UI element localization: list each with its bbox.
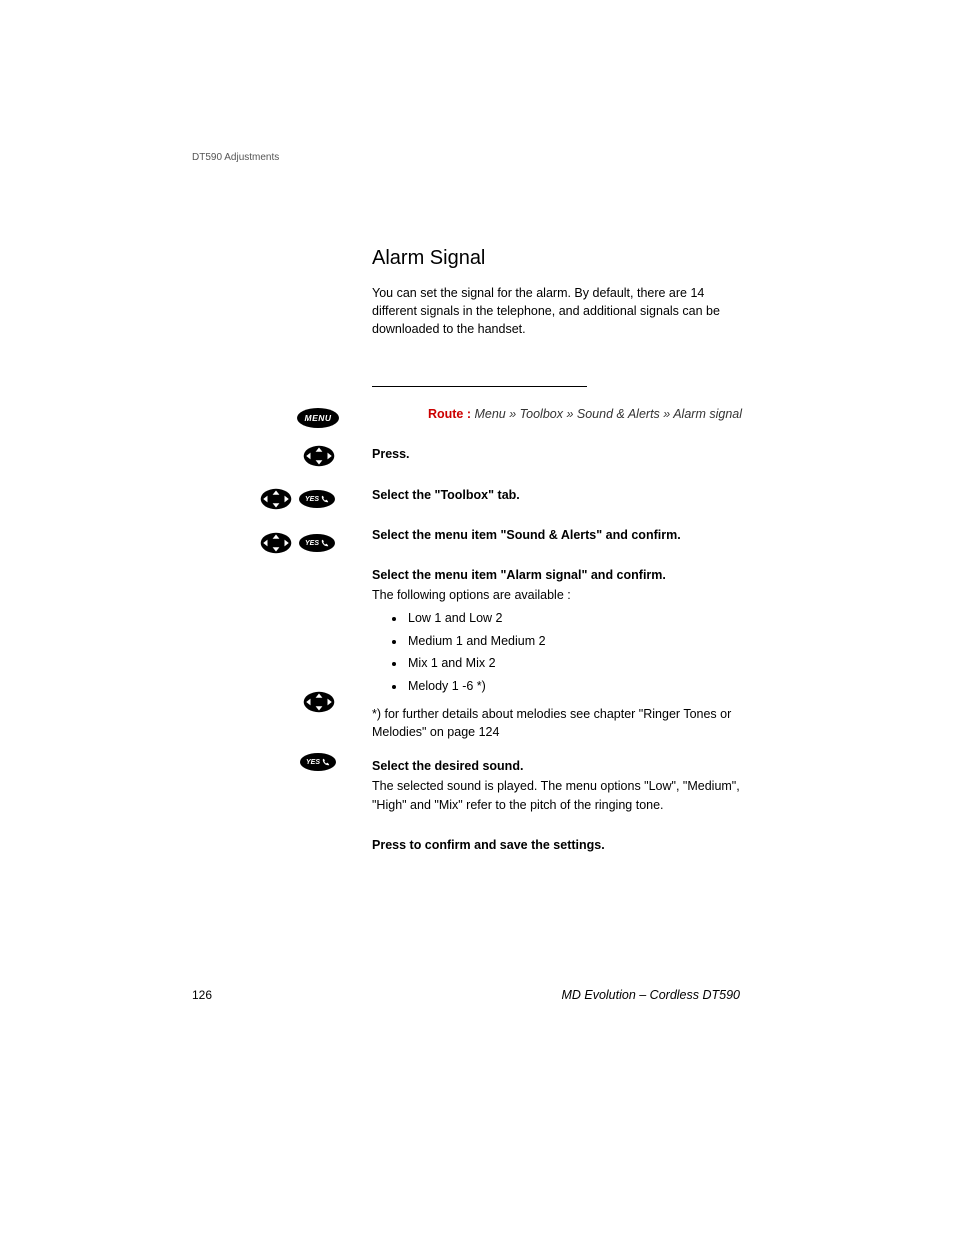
divider [372, 386, 587, 387]
footer-doc-title: MD Evolution – Cordless DT590 [561, 988, 740, 1002]
step-sound-alerts: Select the menu item "Sound & Alerts" an… [372, 526, 742, 544]
nav-button-icon [302, 690, 336, 714]
step-alarm-signal-block: Select the menu item "Alarm signal" and … [372, 566, 742, 742]
menu-button-icon: MENU [297, 408, 339, 428]
step-toolbox: Select the "Toolbox" tab. [372, 486, 742, 504]
route-path: Menu » Toolbox » Sound & Alerts » Alarm … [474, 407, 742, 421]
phone-icon [321, 539, 329, 547]
step-select-sound-title: Select the desired sound. [372, 757, 742, 775]
phone-icon [322, 758, 330, 766]
nav-button-icon [302, 444, 336, 468]
step-select-sound-body: The selected sound is played. The menu o… [372, 777, 742, 813]
header-label: DT590 Adjustments [192, 152, 279, 163]
yes-button-icon: YES [299, 490, 335, 508]
option-item: Melody 1 -6 *) [406, 678, 742, 696]
step-press: Press. [372, 445, 742, 463]
intro-paragraph: You can set the signal for the alarm. By… [372, 284, 742, 338]
option-item: Mix 1 and Mix 2 [406, 655, 742, 673]
step-confirm: Press to confirm and save the settings. [372, 836, 742, 854]
yes-button-icon: YES [299, 534, 335, 552]
nav-yes-combo-icon: YES [259, 487, 335, 511]
section-title: Alarm Signal [372, 247, 742, 270]
nav-button-icon [259, 487, 293, 511]
route-line: Route : Menu » Toolbox » Sound & Alerts … [372, 407, 742, 421]
yes-label: YES [306, 759, 320, 766]
page-number: 126 [192, 988, 212, 1002]
options-list: Low 1 and Low 2 Medium 1 and Medium 2 Mi… [372, 610, 742, 695]
yes-label: YES [305, 540, 319, 547]
step-alarm-signal: Select the menu item "Alarm signal" and … [372, 566, 742, 584]
yes-label: YES [305, 496, 319, 503]
nav-yes-combo-icon: YES [259, 531, 335, 555]
options-intro: The following options are available : [372, 586, 742, 604]
option-item: Medium 1 and Medium 2 [406, 633, 742, 651]
route-label: Route : [428, 407, 471, 421]
menu-label: MENU [304, 413, 331, 423]
phone-icon [321, 495, 329, 503]
nav-button-icon [259, 531, 293, 555]
step-select-sound-block: Select the desired sound. The selected s… [372, 757, 742, 813]
main-content: Alarm Signal You can set the signal for … [372, 247, 742, 876]
option-item: Low 1 and Low 2 [406, 610, 742, 628]
yes-button-icon: YES [300, 753, 336, 771]
footnote: *) for further details about melodies se… [372, 705, 742, 741]
